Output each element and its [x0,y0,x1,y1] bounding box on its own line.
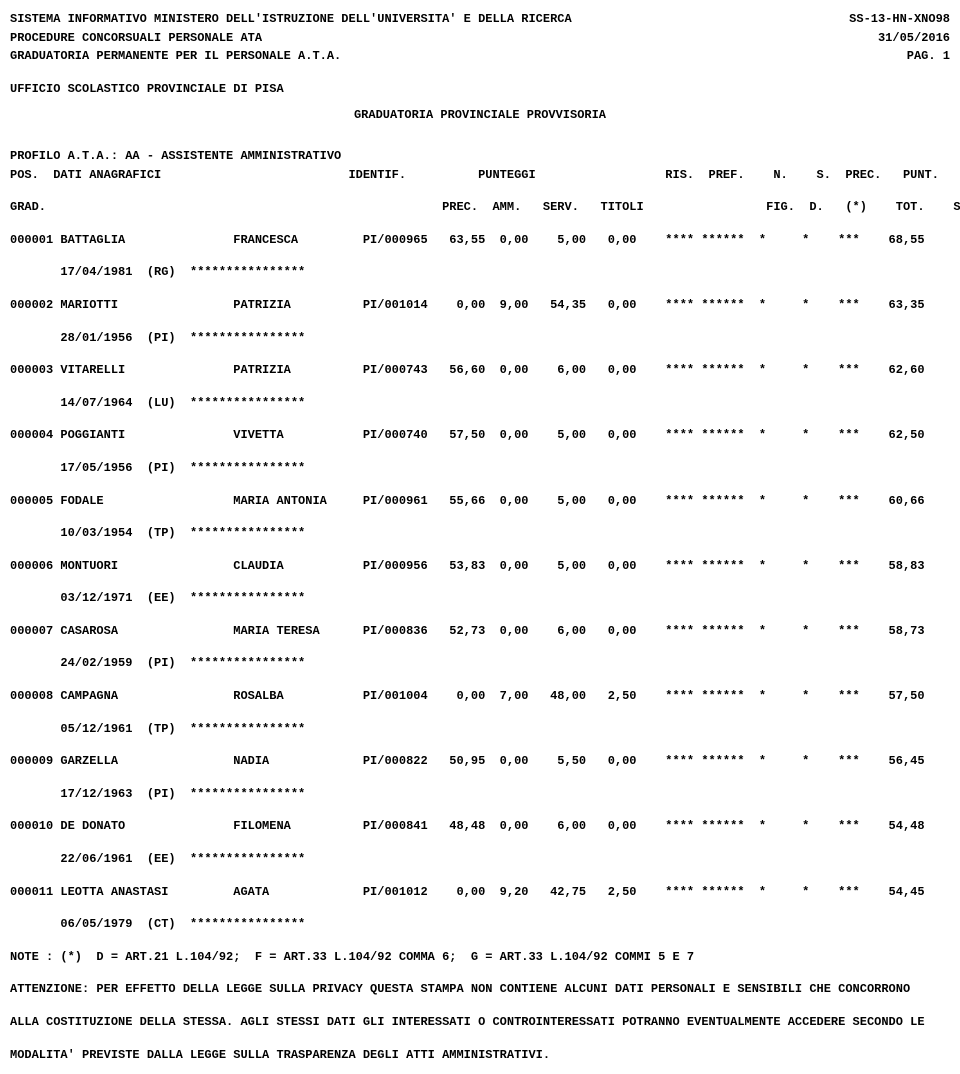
footer-attenzione-2: ALLA COSTITUZIONE DELLA STESSA. AGLI STE… [10,1013,950,1032]
data-row-line1: 000001 BATTAGLIA FRANCESCA PI/000965 63,… [10,231,950,250]
data-row-line1: 000006 MONTUORI CLAUDIA PI/000956 53,83 … [10,557,950,576]
data-row-line2: 17/05/1956 (PI) **************** [10,459,950,478]
title-line: GRADUATORIA PROVINCIALE PROVVISORIA [10,106,950,125]
header-left-3: GRADUATORIA PERMANENTE PER IL PERSONALE … [10,47,341,66]
header-line-1: SISTEMA INFORMATIVO MINISTERO DELL'ISTRU… [10,10,950,29]
data-row-line1: 000008 CAMPAGNA ROSALBA PI/001004 0,00 7… [10,687,950,706]
data-row-line1: 000005 FODALE MARIA ANTONIA PI/000961 55… [10,492,950,511]
data-row-line2: 17/04/1981 (RG) **************** [10,263,950,282]
data-row-line2: 28/01/1956 (PI) **************** [10,329,950,348]
data-row-line2: 03/12/1971 (EE) **************** [10,589,950,608]
data-row-line1: 000007 CASAROSA MARIA TERESA PI/000836 5… [10,622,950,641]
column-header-1: POS. DATI ANAGRAFICI IDENTIF. PUNTEGGI R… [10,166,950,185]
data-row-line2: 17/12/1963 (PI) **************** [10,785,950,804]
data-row-line2: 06/05/1979 (CT) **************** [10,915,950,934]
header-left-2: PROCEDURE CONCORSUALI PERSONALE ATA [10,29,262,48]
data-row-line2: 05/12/1961 (TP) **************** [10,720,950,739]
footer-note: NOTE : (*) D = ART.21 L.104/92; F = ART.… [10,948,950,967]
column-header-2: GRAD. PREC. AMM. SERV. TITOLI FIG. D. (*… [10,198,950,217]
header-line-2: PROCEDURE CONCORSUALI PERSONALE ATA 31/0… [10,29,950,48]
header-right-1: SS-13-HN-XNO98 [849,10,950,29]
data-row-line2: 10/03/1954 (TP) **************** [10,524,950,543]
header-right-2: 31/05/2016 [878,29,950,48]
data-row-line1: 000011 LEOTTA ANASTASI AGATA PI/001012 0… [10,883,950,902]
footer-attenzione-3: MODALITA' PREVISTE DALLA LEGGE SULLA TRA… [10,1046,950,1065]
data-row-line1: 000004 POGGIANTI VIVETTA PI/000740 57,50… [10,426,950,445]
header-left-1: SISTEMA INFORMATIVO MINISTERO DELL'ISTRU… [10,10,572,29]
data-row-line1: 000010 DE DONATO FILOMENA PI/000841 48,4… [10,817,950,836]
profilo-line: PROFILO A.T.A.: AA - ASSISTENTE AMMINIST… [10,147,950,166]
data-row-line2: 24/02/1959 (PI) **************** [10,654,950,673]
data-row-line1: 000009 GARZELLA NADIA PI/000822 50,95 0,… [10,752,950,771]
rows-container: 000001 BATTAGLIA FRANCESCA PI/000965 63,… [10,231,950,948]
data-row-line2: 22/06/1961 (EE) **************** [10,850,950,869]
data-row-line1: 000002 MARIOTTI PATRIZIA PI/001014 0,00 … [10,296,950,315]
header-right-3: PAG. 1 [907,47,950,66]
footer-attenzione-1: ATTENZIONE: PER EFFETTO DELLA LEGGE SULL… [10,980,950,999]
ufficio-line: UFFICIO SCOLASTICO PROVINCIALE DI PISA [10,80,950,99]
header-line-3: GRADUATORIA PERMANENTE PER IL PERSONALE … [10,47,950,66]
data-row-line2: 14/07/1964 (LU) **************** [10,394,950,413]
data-row-line1: 000003 VITARELLI PATRIZIA PI/000743 56,6… [10,361,950,380]
